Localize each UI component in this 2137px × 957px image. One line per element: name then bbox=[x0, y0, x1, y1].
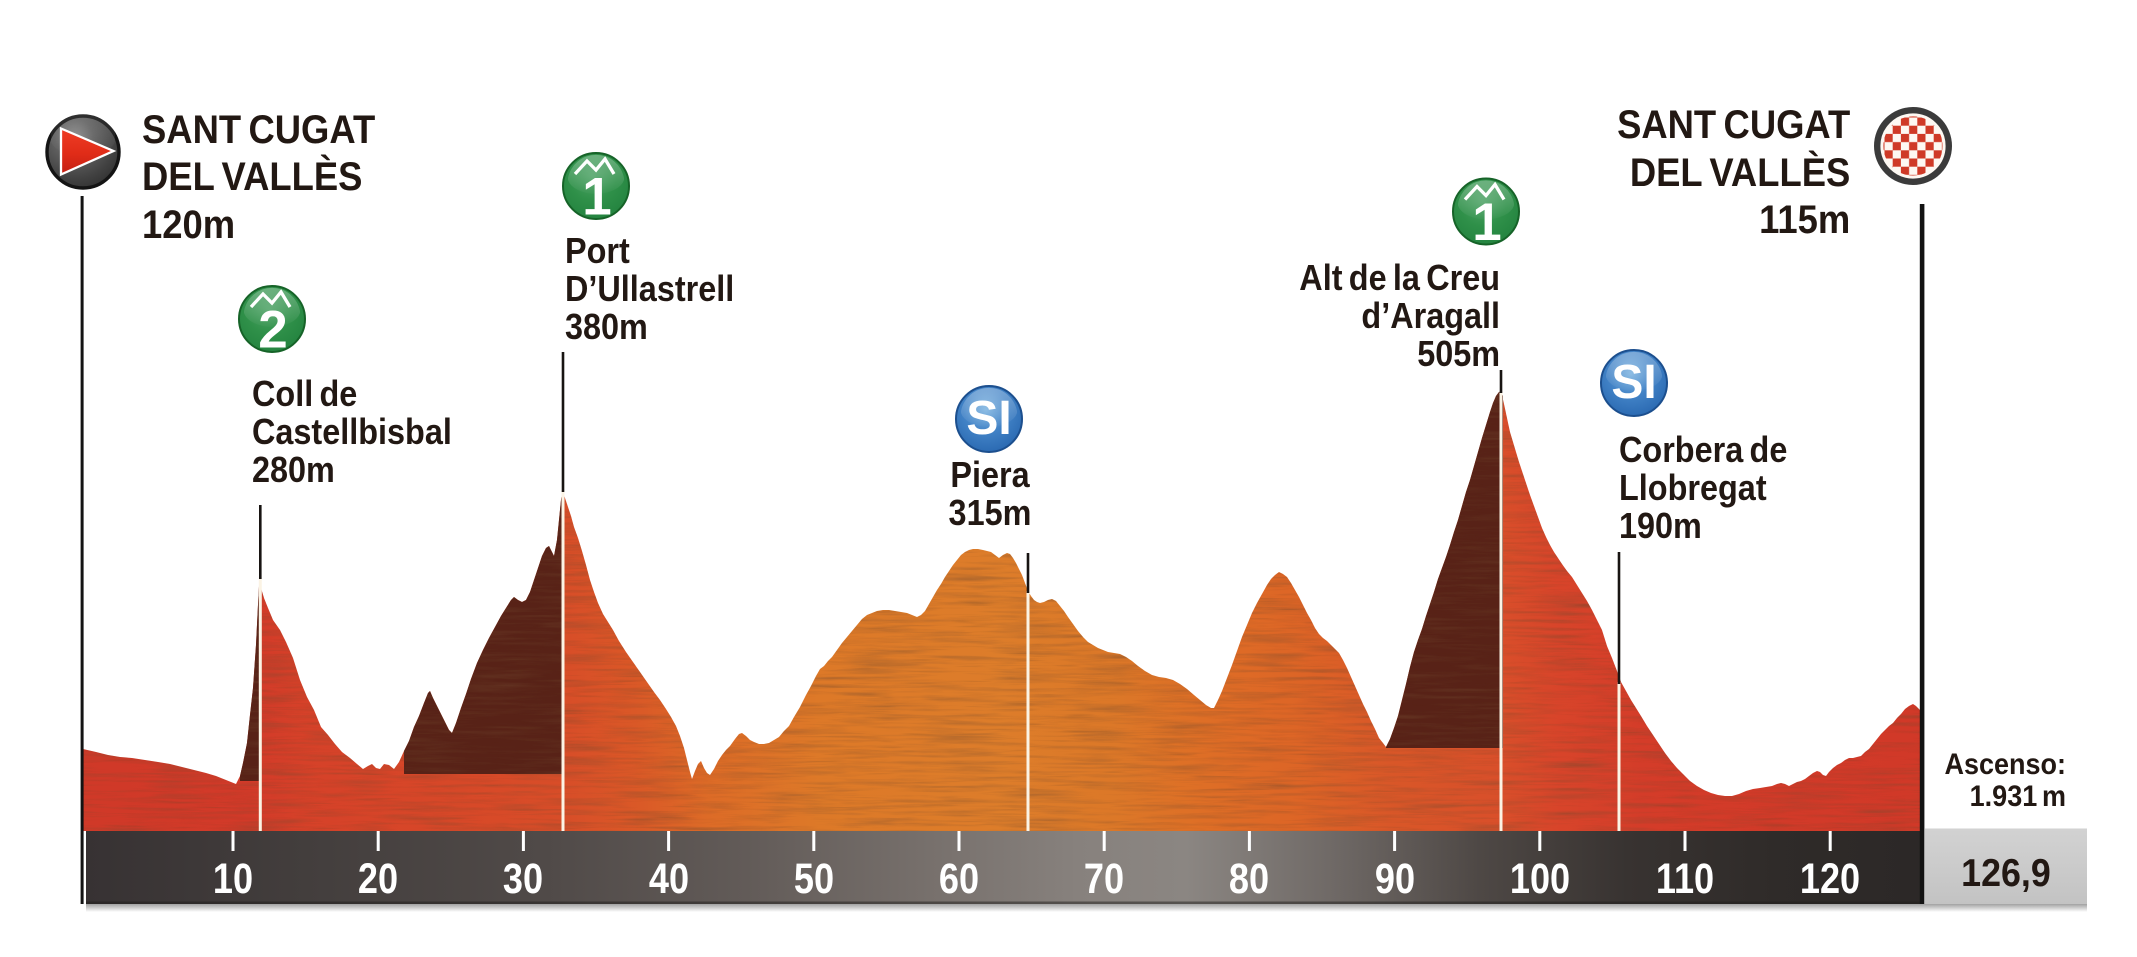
svg-text:SI: SI bbox=[966, 392, 1011, 445]
svg-text:1: 1 bbox=[1472, 193, 1501, 252]
svg-text:2: 2 bbox=[258, 301, 287, 360]
svg-text:SI: SI bbox=[1611, 356, 1656, 409]
svg-text:1: 1 bbox=[582, 168, 611, 227]
